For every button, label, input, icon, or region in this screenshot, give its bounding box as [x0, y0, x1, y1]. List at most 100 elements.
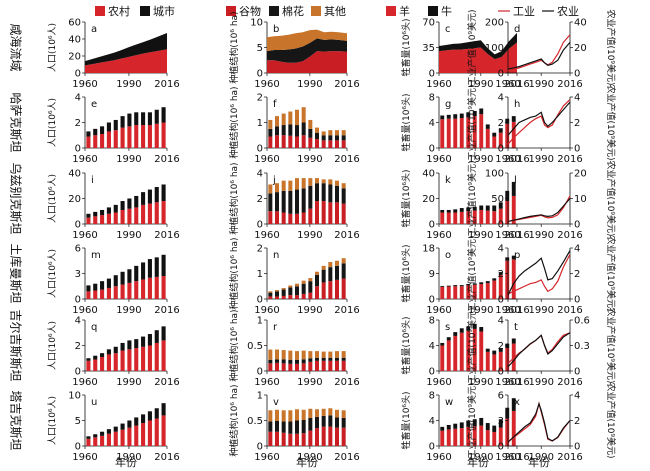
y-axis-title: 人口(10⁶人)	[47, 98, 58, 147]
bar-segment-棉花	[268, 421, 273, 432]
panel-letter: j	[272, 175, 276, 186]
bar-segment-牛	[511, 116, 516, 122]
bar-segment-其他	[288, 410, 293, 422]
y-axis-title: 牲畜量(10⁶头)	[400, 316, 412, 374]
bar-segment-城市	[86, 131, 91, 137]
panel-letter: n	[273, 250, 279, 261]
bar-segment-其他	[288, 111, 293, 125]
y-tick-label: 4	[498, 316, 504, 327]
bar-segment-棉花	[341, 357, 346, 361]
bar-segment-棉花	[275, 126, 279, 136]
bar-segment-城市	[161, 184, 166, 202]
bar-segment-谷物	[288, 295, 293, 299]
bar-segment-城市	[113, 119, 118, 131]
panel-letter: l	[514, 175, 517, 186]
y-tick-label: 0	[75, 69, 81, 80]
x-tick-label: 1990	[468, 377, 493, 388]
bar-segment-其他	[275, 349, 279, 360]
bar-segment-羊	[446, 212, 451, 224]
bar-segment-羊	[511, 195, 516, 224]
bar-segment-其他	[288, 350, 293, 360]
x-tick-label: 1990	[297, 377, 322, 388]
bar-segment-农村	[127, 126, 132, 148]
x-tick-label: 1990	[528, 154, 553, 165]
area-series-农村	[85, 49, 167, 73]
bar-segment-农村	[127, 208, 132, 224]
y-tick-label: 0	[75, 295, 81, 306]
bar-segment-棉花	[341, 135, 346, 141]
region-label: 吉尔吉斯斯坦	[9, 309, 24, 381]
bar-segment-谷物	[308, 137, 313, 148]
bar-segment-其他	[335, 351, 339, 358]
bar-segment-谷物	[288, 213, 293, 224]
right-y-tick-label: 0.6	[574, 316, 590, 327]
bar-segment-农村	[134, 281, 139, 299]
bar-segment-城市	[120, 271, 125, 285]
bar-segment-谷物	[295, 136, 299, 148]
y-tick-label: 5	[75, 416, 81, 427]
bar-segment-其他	[301, 107, 306, 123]
legend-label: 棉花	[282, 4, 304, 18]
bar-segment-牛	[479, 282, 484, 284]
y-tick-label: 1	[257, 391, 263, 402]
bar-segment-羊	[472, 426, 477, 446]
bar-segment-农村	[141, 279, 146, 299]
bar-segment-农村	[147, 203, 152, 224]
right-y-tick-label: 10	[574, 194, 587, 205]
line-series-工业	[507, 401, 571, 443]
y-axis-title: 工业产值(10⁹美元)	[466, 235, 478, 311]
bar-segment-谷物	[268, 211, 273, 224]
bar-segment-其他	[328, 408, 333, 416]
bar-segment-羊	[492, 431, 497, 446]
bar-segment-棉花	[315, 132, 319, 140]
y-tick-label: 2	[257, 93, 263, 104]
bar-segment-棉花	[308, 358, 313, 362]
bar-segment-牛	[453, 332, 458, 336]
area-series-牛	[439, 32, 517, 60]
bar-segment-羊	[498, 427, 503, 446]
bar-segment-羊	[459, 428, 464, 446]
bar-segment-农村	[93, 359, 98, 371]
bar-segment-城市	[86, 213, 91, 218]
y-tick-label: 60	[68, 18, 81, 29]
bar-segment-棉花	[315, 274, 319, 287]
y-axis-title: 种植结构(10⁶ ha)	[228, 11, 240, 83]
bar-segment-农村	[134, 207, 139, 224]
x-tick-label: 2016	[504, 305, 529, 316]
right-y-tick-label: 0	[574, 295, 580, 306]
bar-segment-棉花	[335, 185, 339, 203]
bar-segment-棉花	[328, 267, 333, 282]
bar-segment-棉花	[301, 419, 306, 434]
bar-segment-牛	[466, 283, 471, 286]
bar-segment-城市	[106, 429, 111, 434]
bar-segment-其他	[341, 183, 346, 189]
x-tick-label: 1990	[528, 452, 553, 463]
bar-segment-羊	[472, 284, 477, 299]
line-series-工业	[507, 254, 571, 295]
x-tick-label: 2016	[154, 230, 179, 241]
bar-segment-牛	[485, 281, 490, 284]
y-axis-title: 牲畜量(10⁶头)	[400, 391, 412, 449]
bar-segment-农村	[120, 127, 125, 148]
legend-label: 羊	[399, 4, 410, 18]
y-tick-label: 0	[257, 69, 263, 80]
bar-segment-其他	[328, 262, 333, 268]
bar-segment-羊	[505, 348, 510, 371]
bar-segment-其他	[268, 349, 273, 360]
y-axis-title: 人口(10⁶人)	[47, 396, 58, 445]
bar-segment-其他	[301, 280, 306, 284]
bar-segment-其他	[268, 119, 273, 129]
bar-segment-谷物	[288, 363, 293, 371]
legend-swatch	[269, 6, 279, 16]
bar-segment-棉花	[281, 289, 286, 296]
bar-segment-棉花	[275, 291, 279, 297]
bar-segment-牛	[446, 424, 451, 430]
x-tick-label: 2016	[557, 452, 582, 463]
bar-segment-其他	[275, 409, 279, 422]
bar-segment-城市	[134, 112, 139, 126]
bar-segment-羊	[446, 429, 451, 446]
bar-segment-城市	[134, 339, 139, 349]
bar-segment-棉花	[281, 359, 286, 364]
bar-segment-城市	[86, 358, 91, 361]
line-series-工业	[507, 34, 571, 72]
